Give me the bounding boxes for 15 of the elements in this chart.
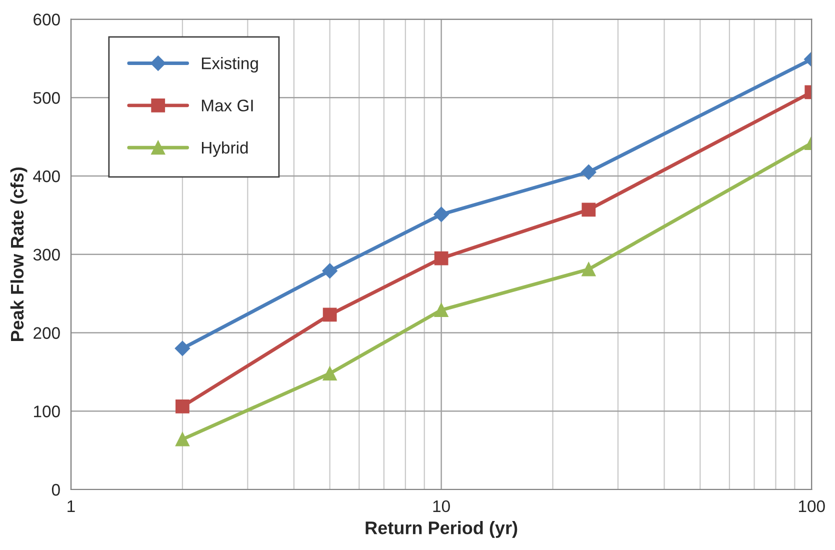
y-tick-label: 500 xyxy=(33,92,60,104)
y-tick-label: 300 xyxy=(33,248,60,261)
x-tick-label: 1 xyxy=(68,500,75,512)
legend-label: Existing xyxy=(202,56,258,73)
y-axis-title: Peak Flow Rate (cfs) xyxy=(10,167,28,341)
y-tick-label: 0 xyxy=(52,484,60,496)
x-tick-label: 10 xyxy=(433,500,450,512)
y-tick-label: 600 xyxy=(34,14,60,26)
legend-label: Max GI xyxy=(202,100,253,112)
x-tick-label: 100 xyxy=(798,500,825,512)
y-tick-label: 200 xyxy=(34,327,60,339)
legend-label: Hybrid xyxy=(202,141,248,157)
y-tick-label: 400 xyxy=(33,170,60,182)
y-tick-label: 100 xyxy=(34,406,60,418)
x-axis-title: Return Period (yr) xyxy=(366,521,518,538)
